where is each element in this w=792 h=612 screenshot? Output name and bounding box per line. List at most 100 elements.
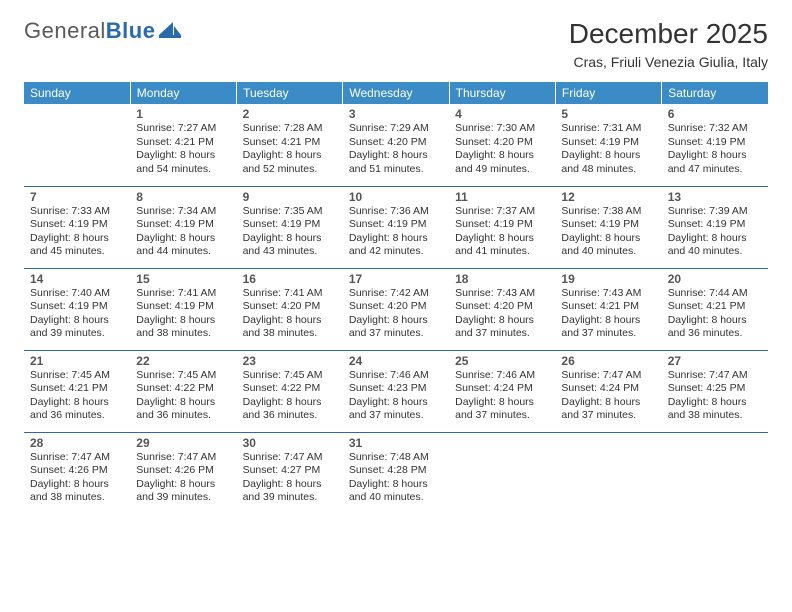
sunset-text: Sunset: 4:22 PM: [136, 382, 230, 396]
day-number: 7: [30, 190, 124, 204]
sunset-text: Sunset: 4:20 PM: [243, 300, 337, 314]
sunset-text: Sunset: 4:22 PM: [243, 382, 337, 396]
sunset-text: Sunset: 4:19 PM: [136, 218, 230, 232]
daylight-text: Daylight: 8 hours and 51 minutes.: [349, 149, 443, 176]
calendar-day-cell: 25Sunrise: 7:46 AMSunset: 4:24 PMDayligh…: [449, 350, 555, 432]
day-number: 26: [561, 354, 655, 368]
calendar-day-cell: 8Sunrise: 7:34 AMSunset: 4:19 PMDaylight…: [130, 186, 236, 268]
sunset-text: Sunset: 4:19 PM: [668, 218, 762, 232]
weekday-sunday: Sunday: [24, 82, 130, 104]
calendar-day-cell: 3Sunrise: 7:29 AMSunset: 4:20 PMDaylight…: [343, 104, 449, 186]
sunset-text: Sunset: 4:27 PM: [243, 464, 337, 478]
sunrise-text: Sunrise: 7:46 AM: [455, 369, 549, 383]
sunrise-text: Sunrise: 7:41 AM: [136, 287, 230, 301]
sunset-text: Sunset: 4:24 PM: [561, 382, 655, 396]
calendar-day-cell: 7Sunrise: 7:33 AMSunset: 4:19 PMDaylight…: [24, 186, 130, 268]
daylight-text: Daylight: 8 hours and 47 minutes.: [668, 149, 762, 176]
sunrise-text: Sunrise: 7:33 AM: [30, 205, 124, 219]
day-number: 4: [455, 107, 549, 121]
sunrise-text: Sunrise: 7:28 AM: [243, 122, 337, 136]
daylight-text: Daylight: 8 hours and 43 minutes.: [243, 232, 337, 259]
calendar-week-row: 21Sunrise: 7:45 AMSunset: 4:21 PMDayligh…: [24, 350, 768, 432]
calendar-day-cell: [24, 104, 130, 186]
day-number: 27: [668, 354, 762, 368]
weekday-thursday: Thursday: [449, 82, 555, 104]
calendar-page: General Blue December 2025 Cras, Friuli …: [0, 0, 792, 532]
sunrise-text: Sunrise: 7:43 AM: [561, 287, 655, 301]
sunset-text: Sunset: 4:19 PM: [136, 300, 230, 314]
sunrise-text: Sunrise: 7:47 AM: [243, 451, 337, 465]
calendar-day-cell: 30Sunrise: 7:47 AMSunset: 4:27 PMDayligh…: [237, 432, 343, 514]
sunset-text: Sunset: 4:24 PM: [455, 382, 549, 396]
day-number: 6: [668, 107, 762, 121]
calendar-day-cell: 23Sunrise: 7:45 AMSunset: 4:22 PMDayligh…: [237, 350, 343, 432]
sunrise-text: Sunrise: 7:41 AM: [243, 287, 337, 301]
daylight-text: Daylight: 8 hours and 39 minutes.: [136, 478, 230, 505]
daylight-text: Daylight: 8 hours and 48 minutes.: [561, 149, 655, 176]
calendar-day-cell: 17Sunrise: 7:42 AMSunset: 4:20 PMDayligh…: [343, 268, 449, 350]
sunrise-text: Sunrise: 7:27 AM: [136, 122, 230, 136]
daylight-text: Daylight: 8 hours and 39 minutes.: [243, 478, 337, 505]
daylight-text: Daylight: 8 hours and 44 minutes.: [136, 232, 230, 259]
daylight-text: Daylight: 8 hours and 36 minutes.: [136, 396, 230, 423]
calendar-day-cell: 13Sunrise: 7:39 AMSunset: 4:19 PMDayligh…: [662, 186, 768, 268]
calendar-week-row: 1Sunrise: 7:27 AMSunset: 4:21 PMDaylight…: [24, 104, 768, 186]
calendar-table: Sunday Monday Tuesday Wednesday Thursday…: [24, 82, 768, 514]
calendar-day-cell: 1Sunrise: 7:27 AMSunset: 4:21 PMDaylight…: [130, 104, 236, 186]
sunrise-text: Sunrise: 7:47 AM: [136, 451, 230, 465]
daylight-text: Daylight: 8 hours and 54 minutes.: [136, 149, 230, 176]
weekday-tuesday: Tuesday: [237, 82, 343, 104]
calendar-day-cell: 26Sunrise: 7:47 AMSunset: 4:24 PMDayligh…: [555, 350, 661, 432]
calendar-day-cell: 20Sunrise: 7:44 AMSunset: 4:21 PMDayligh…: [662, 268, 768, 350]
sunrise-text: Sunrise: 7:32 AM: [668, 122, 762, 136]
weekday-monday: Monday: [130, 82, 236, 104]
daylight-text: Daylight: 8 hours and 36 minutes.: [30, 396, 124, 423]
daylight-text: Daylight: 8 hours and 52 minutes.: [243, 149, 337, 176]
daylight-text: Daylight: 8 hours and 39 minutes.: [30, 314, 124, 341]
sunset-text: Sunset: 4:19 PM: [561, 136, 655, 150]
sunset-text: Sunset: 4:21 PM: [243, 136, 337, 150]
logo-text-general: General: [24, 18, 106, 44]
day-number: 30: [243, 436, 337, 450]
sunset-text: Sunset: 4:21 PM: [30, 382, 124, 396]
sunrise-text: Sunrise: 7:39 AM: [668, 205, 762, 219]
day-number: 3: [349, 107, 443, 121]
day-number: 14: [30, 272, 124, 286]
day-number: 18: [455, 272, 549, 286]
day-number: 20: [668, 272, 762, 286]
daylight-text: Daylight: 8 hours and 49 minutes.: [455, 149, 549, 176]
sunrise-text: Sunrise: 7:29 AM: [349, 122, 443, 136]
day-number: 24: [349, 354, 443, 368]
calendar-day-cell: 2Sunrise: 7:28 AMSunset: 4:21 PMDaylight…: [237, 104, 343, 186]
sunset-text: Sunset: 4:20 PM: [349, 300, 443, 314]
calendar-day-cell: 4Sunrise: 7:30 AMSunset: 4:20 PMDaylight…: [449, 104, 555, 186]
sunset-text: Sunset: 4:23 PM: [349, 382, 443, 396]
sunset-text: Sunset: 4:26 PM: [30, 464, 124, 478]
logo-sail-icon: [159, 20, 181, 43]
sunset-text: Sunset: 4:20 PM: [455, 300, 549, 314]
sunrise-text: Sunrise: 7:35 AM: [243, 205, 337, 219]
daylight-text: Daylight: 8 hours and 37 minutes.: [561, 396, 655, 423]
sunrise-text: Sunrise: 7:47 AM: [561, 369, 655, 383]
daylight-text: Daylight: 8 hours and 37 minutes.: [455, 314, 549, 341]
calendar-day-cell: [449, 432, 555, 514]
location-subtitle: Cras, Friuli Venezia Giulia, Italy: [569, 54, 768, 70]
calendar-day-cell: 12Sunrise: 7:38 AMSunset: 4:19 PMDayligh…: [555, 186, 661, 268]
calendar-day-cell: 19Sunrise: 7:43 AMSunset: 4:21 PMDayligh…: [555, 268, 661, 350]
day-number: 15: [136, 272, 230, 286]
daylight-text: Daylight: 8 hours and 40 minutes.: [349, 478, 443, 505]
sunset-text: Sunset: 4:19 PM: [243, 218, 337, 232]
calendar-week-row: 14Sunrise: 7:40 AMSunset: 4:19 PMDayligh…: [24, 268, 768, 350]
calendar-day-cell: 31Sunrise: 7:48 AMSunset: 4:28 PMDayligh…: [343, 432, 449, 514]
sunset-text: Sunset: 4:20 PM: [455, 136, 549, 150]
day-number: 12: [561, 190, 655, 204]
daylight-text: Daylight: 8 hours and 40 minutes.: [561, 232, 655, 259]
sunrise-text: Sunrise: 7:43 AM: [455, 287, 549, 301]
sunset-text: Sunset: 4:19 PM: [349, 218, 443, 232]
day-number: 11: [455, 190, 549, 204]
day-number: 9: [243, 190, 337, 204]
sunset-text: Sunset: 4:21 PM: [136, 136, 230, 150]
sunset-text: Sunset: 4:21 PM: [561, 300, 655, 314]
sunrise-text: Sunrise: 7:48 AM: [349, 451, 443, 465]
sunrise-text: Sunrise: 7:36 AM: [349, 205, 443, 219]
